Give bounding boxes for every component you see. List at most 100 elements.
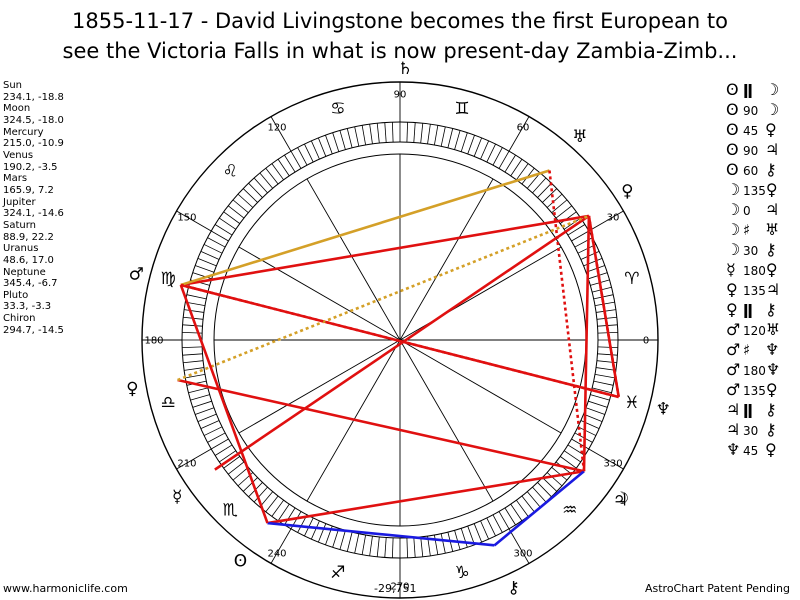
aspect-planet-b: ♃: [765, 280, 781, 299]
planet-name: Chiron: [3, 313, 36, 325]
degree-tick: [253, 177, 268, 194]
aspect-planet-a: ♂: [726, 320, 741, 339]
degree-label: 150: [177, 213, 196, 224]
degree-tick: [597, 346, 618, 349]
planet-glyphs: ʘ ☽ ☿ ♀ ♂ ♃ ♄ ♅ ♆ ♀ ⚷: [126, 59, 671, 598]
aspect-line: [177, 378, 585, 473]
degree-tick: [354, 533, 360, 554]
degree-tick: [361, 125, 367, 146]
degree-tick: [376, 536, 380, 557]
aspect-planet-a: ☽: [726, 180, 741, 199]
degree-tick: [223, 456, 241, 469]
aspect-type: 30: [743, 424, 759, 438]
degree-tick: [195, 407, 215, 415]
chart-title-line-1: 1855-11-17 - David Livingstone becomes t…: [72, 9, 728, 33]
aspect-planet-a: ♂: [726, 380, 741, 399]
aspect-planet-a: ʘ: [726, 160, 739, 179]
degree-tick: [192, 400, 212, 408]
degree-tick: [406, 537, 409, 558]
zodiac-sign-icon: ♒: [562, 501, 577, 521]
aspect-type: 120: [743, 324, 766, 338]
degree-label: 270: [390, 582, 409, 593]
wheel-spoke-outer: [176, 448, 212, 470]
degree-tick: [232, 466, 249, 481]
degree-tick: [182, 346, 203, 349]
aspect-row: ♃ ǁ ⚷: [726, 400, 783, 420]
degree-tick: [207, 432, 226, 443]
degree-tick: [516, 163, 529, 181]
degree-tick: [473, 523, 483, 543]
degree-tick: [433, 534, 439, 555]
planet-glyph-icon: ♃: [613, 490, 628, 510]
aspect-planet-b: ⚷: [765, 420, 777, 439]
degree-tick: [384, 537, 387, 558]
degree-tick: [332, 132, 340, 152]
aspect-planet-a: ♃: [726, 400, 741, 419]
degree-tick: [271, 499, 284, 517]
zodiac-sign-icon: ♏: [223, 501, 238, 521]
degree-tick: [592, 387, 612, 394]
planet-value: 190.2, -3.5: [3, 161, 58, 173]
aspect-type: 0: [743, 204, 751, 218]
degree-tick: [277, 503, 290, 521]
degree-label: 240: [267, 549, 286, 560]
degree-label: 30: [607, 213, 620, 224]
degree-tick: [253, 486, 268, 503]
degree-tick: [203, 426, 223, 436]
aspect-line: [267, 469, 585, 525]
planet-value: 33.3, -3.3: [3, 301, 52, 313]
degree-tick: [310, 140, 320, 160]
aspect-row: ☿ 180♀: [726, 260, 783, 280]
degree-label: 90: [394, 90, 407, 101]
degree-tick: [440, 126, 446, 147]
aspect-type: 45: [743, 124, 759, 138]
degree-tick: [214, 224, 233, 236]
aspect-planet-b: ♀: [765, 380, 778, 399]
aspect-type: 90: [743, 104, 759, 118]
planet-value: 88.9, 22.2: [3, 231, 54, 243]
planet-value: 324.1, -14.6: [3, 208, 64, 220]
degree-tick: [200, 250, 220, 260]
degree-tick: [590, 394, 610, 401]
aspect-planet-a: ☽: [726, 240, 741, 259]
degree-tick: [325, 135, 333, 155]
zodiac-sign-icon: ♍: [161, 269, 176, 289]
degree-tick: [197, 257, 217, 267]
planet-name: Neptune: [3, 266, 46, 278]
degree-tick: [219, 450, 237, 463]
degree-tick: [510, 503, 523, 521]
aspect-planet-a: ♂: [726, 340, 741, 359]
aspect-type: ǁ: [743, 81, 753, 99]
degree-tick: [460, 132, 468, 152]
degree-tick: [237, 193, 254, 208]
degree-tick: [248, 182, 263, 198]
aspect-line: [548, 170, 586, 472]
degree-tick: [516, 499, 529, 517]
planet-glyph-icon: ♅: [572, 127, 587, 147]
zodiac-sign-icon: ♎: [161, 393, 176, 413]
aspect-line: [267, 521, 495, 547]
degree-tick: [454, 130, 461, 150]
degree-tick: [369, 124, 373, 144]
degree-tick: [567, 224, 586, 236]
planet-value: 48.6, 17.0: [3, 254, 54, 266]
wheel-spoke-outer: [270, 116, 292, 152]
degree-tick: [259, 172, 274, 189]
degree-tick: [186, 294, 207, 300]
aspect-type: 90: [743, 144, 759, 158]
aspect-planet-b: ♅: [765, 320, 781, 339]
aspect-type: 135: [743, 384, 766, 398]
degree-tick: [555, 205, 573, 219]
degree-tick: [563, 450, 581, 463]
degree-tick: [420, 536, 424, 557]
degree-label: 120: [267, 122, 286, 133]
degree-tick: [277, 159, 290, 177]
degree-tick: [571, 438, 589, 450]
degree-tick: [585, 265, 605, 273]
degree-tick: [473, 137, 483, 157]
degree-tick: [384, 122, 387, 143]
degree-tick: [447, 128, 454, 148]
zodiac-sign-icon: ♑: [454, 563, 469, 583]
zodiac-sign-icon: ♊: [454, 99, 469, 119]
